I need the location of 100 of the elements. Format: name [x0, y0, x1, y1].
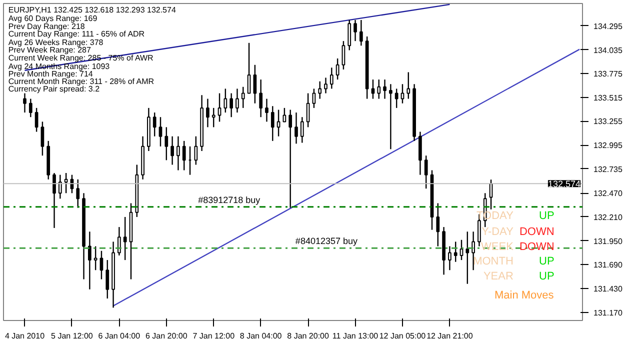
candlestick: [383, 78, 386, 100]
candlestick: [253, 64, 257, 104]
annotation: Currency Pair spread: 3.2: [8, 84, 100, 94]
annotation: WEEK: [481, 241, 514, 254]
candlestick: [312, 88, 316, 109]
y-tick-label: 134.295: [594, 22, 623, 31]
candlestick: [224, 88, 228, 114]
annotation: Prev Day Range: 218: [8, 22, 86, 31]
x-tick-label: 5 Jan 12:00: [51, 332, 94, 340]
candlestick: [472, 231, 475, 271]
candlestick: [76, 178, 80, 208]
candlestick: [23, 92, 26, 114]
y-tick-label: 133.255: [594, 117, 623, 126]
candlestick: [270, 106, 274, 142]
chart-title: EURJPY,H1 132.425 132.618 132.293 132.574: [8, 6, 176, 15]
y-tick-label: 133.775: [594, 70, 623, 79]
candlestick: [424, 154, 428, 190]
ref-line-label: #84012357 buy: [295, 236, 358, 246]
y-tick-label: 131.430: [594, 284, 623, 294]
annotation: UP: [539, 270, 554, 283]
candlestick: [460, 239, 464, 261]
candlestick: [448, 246, 452, 271]
candlestick: [241, 86, 245, 109]
y-tick-label: 132.470: [594, 189, 623, 198]
y-tick-label: 132.735: [594, 164, 623, 174]
candlestick: [64, 172, 68, 194]
candlestick: [389, 84, 392, 150]
y-tick-label: 133.515: [594, 93, 623, 102]
annotation: Prev Week Range: 287: [8, 46, 92, 55]
ref-line-label: 132.574: [548, 179, 581, 190]
annotation: UP: [539, 210, 554, 222]
x-tick-label: 6 Jan 20:00: [145, 332, 188, 340]
candlestick: [324, 77, 328, 94]
candlestick: [354, 19, 357, 42]
candlestick: [265, 98, 268, 122]
annotation: Avg 26 Weeks Range: 378: [8, 38, 104, 48]
candlestick: [466, 231, 470, 284]
candlestick: [436, 202, 440, 247]
annotation: MONTH: [473, 255, 514, 268]
candlestick: [359, 19, 363, 46]
candlestick: [294, 112, 298, 144]
candlestick: [230, 92, 234, 118]
x-tick-label: 8 Jan 04:00: [240, 332, 282, 340]
x-tick-label: 11 Jan 13:00: [332, 332, 379, 340]
candlestick: [288, 109, 292, 208]
candlestick: [106, 259, 110, 300]
candlestick: [118, 226, 121, 256]
candlestick: [123, 216, 127, 261]
x-tick-label: 6 Jan 04:00: [98, 332, 141, 340]
candlestick: [454, 241, 458, 262]
candlestick: [336, 58, 340, 80]
candlestick: [318, 80, 322, 100]
candlestick: [400, 84, 404, 104]
candlestick: [88, 231, 92, 290]
y-tick-label: 131.690: [594, 260, 623, 270]
y-tick-label: 134.035: [594, 46, 623, 55]
annotation: Y-DAY: [482, 226, 514, 238]
y-tick-label: 132.995: [594, 141, 623, 150]
candlestick: [58, 174, 62, 200]
annotation: UP: [539, 255, 554, 268]
candlestick: [94, 246, 98, 271]
candlestick: [34, 107, 38, 132]
candlestick: [218, 92, 222, 122]
candlestick: [377, 78, 381, 100]
candlestick: [176, 136, 180, 171]
candlestick: [194, 136, 198, 166]
y-tick-label: 131.950: [594, 236, 623, 246]
candlestick: [394, 88, 398, 109]
candlestick: [418, 131, 422, 176]
candlestick: [348, 19, 352, 51]
annotation: Avg 60 Days Range: 169: [8, 14, 98, 24]
candlestick: [247, 42, 251, 94]
candlestick: [152, 112, 156, 137]
annotation: Main Moves: [494, 290, 554, 302]
candlestick: [182, 140, 186, 171]
candlestick: [52, 172, 56, 229]
candlestick: [40, 121, 44, 156]
candlestick: [276, 109, 280, 137]
candlestick: [300, 116, 304, 144]
x-tick-label: 12 Jan 05:00: [379, 332, 426, 340]
x-tick-label: 4 Jan 2010: [4, 332, 46, 340]
annotation: YEAR: [483, 270, 514, 283]
annotation: DOWN: [519, 226, 554, 238]
candlestick: [206, 98, 210, 128]
y-tick-label: 132.210: [594, 212, 623, 222]
x-tick-label: 8 Jan 20:00: [287, 332, 330, 340]
x-tick-label: 7 Jan 12:00: [192, 332, 236, 340]
y-tick-label: 131.170: [594, 308, 623, 318]
candlestick: [330, 67, 334, 90]
candlestick: [371, 78, 375, 100]
candlestick: [236, 88, 239, 114]
x-tick-label: 12 Jan 21:00: [426, 332, 474, 340]
candlestick: [259, 78, 263, 118]
candlestick: [170, 136, 174, 166]
candlestick: [158, 116, 162, 148]
candlestick: [164, 126, 168, 161]
annotation: DOWN: [519, 241, 554, 254]
ref-line-label: #83912718 buy: [198, 194, 261, 205]
candlestick: [406, 72, 410, 100]
candlestick: [212, 107, 216, 128]
